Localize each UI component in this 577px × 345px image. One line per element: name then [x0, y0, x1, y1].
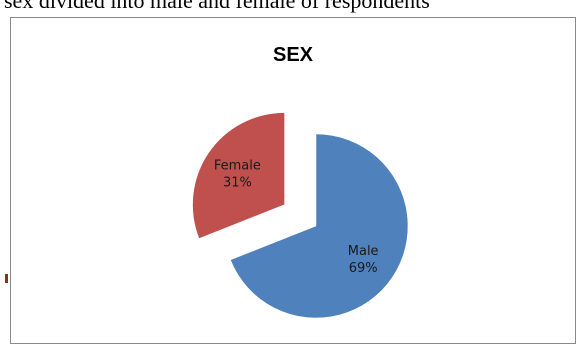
chart-title: SEX	[272, 44, 314, 66]
margin-mark	[5, 274, 8, 283]
pie-slice-male	[230, 133, 409, 319]
page-text-fragment: sex divided into male and female of resp…	[4, 0, 430, 13]
pie-label-female: Female	[214, 159, 261, 174]
pie-percent-female: 31%	[223, 176, 252, 191]
pie-label-male: Male	[348, 244, 379, 259]
pie-percent-male: 69%	[349, 261, 378, 276]
pie-slice-female	[192, 112, 285, 239]
